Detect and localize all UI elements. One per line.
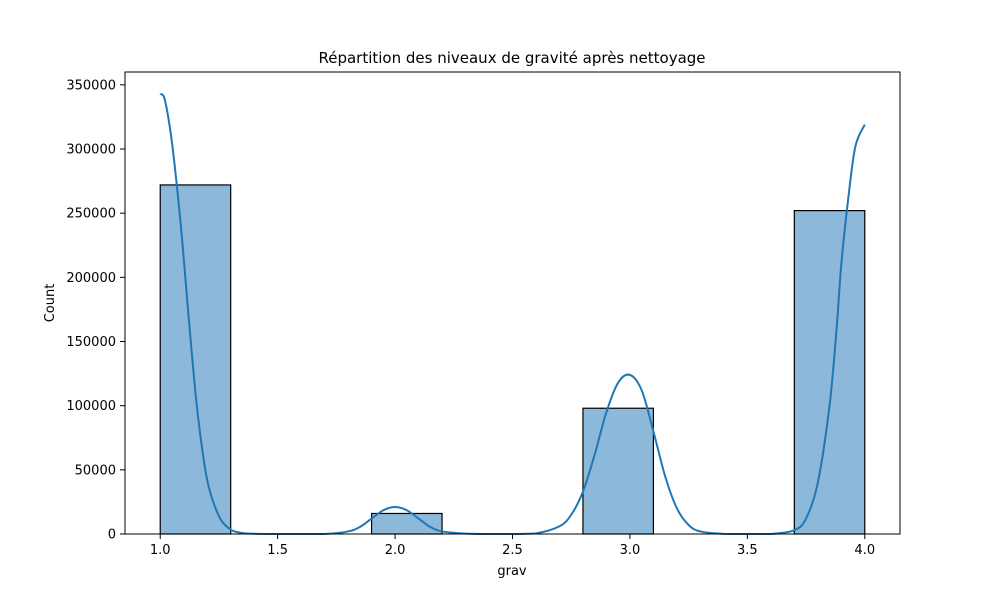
y-tick-label: 50000 — [75, 463, 116, 478]
y-tick-label: 0 — [108, 528, 116, 543]
histogram-bar — [582, 407, 655, 535]
y-axis-label: Count — [43, 284, 58, 323]
y-tick-label: 300000 — [66, 143, 116, 158]
y-tick-label: 250000 — [66, 207, 116, 222]
histogram-bar — [159, 184, 232, 535]
x-axis-label: grav — [497, 564, 527, 579]
kde-curve — [159, 93, 866, 536]
x-tick-label: 1.5 — [267, 543, 288, 558]
y-tick-label: 350000 — [66, 78, 116, 93]
x-axis: 1.0 1.5 2.0 2.5 3.0 3.5 4.0 — [150, 534, 875, 558]
x-tick-label: 4.0 — [854, 543, 875, 558]
histogram-bar — [370, 512, 443, 535]
x-tick-label: 2.0 — [385, 543, 406, 558]
y-tick-label: 150000 — [66, 335, 116, 350]
x-tick-label: 3.0 — [620, 543, 641, 558]
x-tick-label: 1.0 — [150, 543, 171, 558]
histogram-bar — [793, 210, 866, 535]
bars-group — [159, 184, 866, 535]
y-axis: 0 50000 100000 150000 200000 250000 300000 3500… — [66, 78, 125, 543]
y-tick-label: 100000 — [66, 399, 116, 414]
y-tick-label: 200000 — [66, 271, 116, 286]
plot-frame — [124, 71, 901, 535]
x-tick-label: 2.5 — [502, 543, 523, 558]
chart-title: Répartition des niveaux de gravité après… — [318, 49, 705, 67]
x-tick-label: 3.5 — [737, 543, 758, 558]
